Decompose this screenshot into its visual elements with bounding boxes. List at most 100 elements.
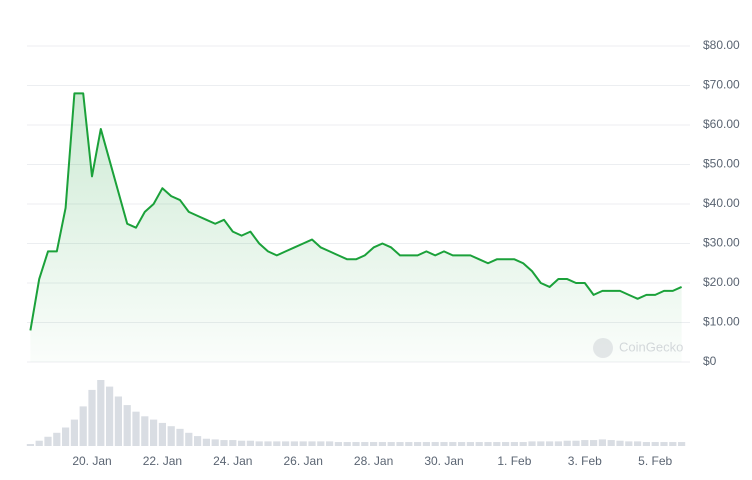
volume-bar	[616, 440, 624, 446]
volume-bar	[563, 440, 571, 446]
y-tick-label: $60.00	[703, 117, 740, 131]
volume-bar	[246, 440, 254, 446]
volume-bar	[343, 442, 351, 446]
area	[30, 93, 682, 363]
x-tick-label: 3. Feb	[568, 454, 602, 468]
volume-bar	[308, 441, 316, 446]
volume-bar	[62, 427, 70, 446]
volume-bar	[35, 440, 43, 446]
volume-bar	[378, 442, 386, 446]
volume-bar	[387, 442, 395, 446]
volume-bar	[537, 441, 545, 446]
y-tick-label: $50.00	[703, 157, 740, 171]
volume-bar	[123, 405, 131, 446]
volume-bar	[669, 442, 677, 446]
volume-bar	[317, 441, 325, 446]
volume-bar	[70, 419, 78, 446]
volume-bar	[572, 440, 580, 446]
y-tick-label: $20.00	[703, 275, 740, 289]
volume-bar	[546, 441, 554, 446]
volume-bar	[581, 440, 589, 446]
x-tick-label: 1. Feb	[497, 454, 531, 468]
x-tick-label: 20. Jan	[72, 454, 111, 468]
y-tick-label: $30.00	[703, 236, 740, 250]
y-tick-label: $70.00	[703, 78, 740, 92]
x-tick-label: 22. Jan	[143, 454, 182, 468]
x-tick-label: 28. Jan	[354, 454, 393, 468]
volume-bar	[88, 389, 96, 446]
volume-bar	[141, 416, 149, 446]
volume-bar	[528, 441, 536, 446]
volume-bar	[458, 442, 466, 446]
volume-bar	[132, 411, 140, 446]
volume-bar	[554, 441, 562, 446]
volume-bar	[352, 442, 360, 446]
volume-bar	[273, 441, 281, 446]
y-tick-label: $80.00	[703, 38, 740, 52]
volume-bar	[493, 442, 501, 446]
volume-bar	[422, 442, 430, 446]
volume-bar	[211, 439, 219, 446]
volume-bar	[185, 432, 193, 446]
volume-bar	[678, 442, 686, 446]
volume-bar	[229, 440, 237, 446]
volume-bar	[290, 441, 298, 446]
volume-bar	[26, 444, 34, 446]
volume-bar	[625, 441, 633, 446]
watermark: CoinGecko	[593, 338, 683, 358]
volume-bar	[361, 442, 369, 446]
volume-bar	[114, 396, 122, 446]
volume-bar	[150, 419, 158, 446]
volume-bar	[466, 442, 474, 446]
volume-bar	[299, 441, 307, 446]
volume-bar	[405, 442, 413, 446]
volume-bar	[334, 442, 342, 446]
volume-bar	[607, 440, 615, 446]
x-tick-label: 26. Jan	[284, 454, 323, 468]
watermark-text: CoinGecko	[619, 339, 683, 354]
watermark-logo	[593, 338, 613, 358]
volume-bar	[79, 406, 87, 446]
volume-bar	[484, 442, 492, 446]
x-tick-label: 5. Feb	[638, 454, 672, 468]
volume-bar	[519, 442, 527, 446]
volume-bar	[97, 380, 105, 446]
volume-bar	[202, 438, 210, 446]
volume-bar	[502, 442, 510, 446]
volume-bar	[590, 440, 598, 446]
volume-bar	[167, 426, 175, 446]
volume-bar	[255, 441, 263, 446]
x-tick-label: 30. Jan	[424, 454, 463, 468]
volume-bar	[194, 436, 202, 446]
volume-bar	[264, 441, 272, 446]
volume-bar	[431, 442, 439, 446]
volume-bar	[53, 432, 61, 446]
y-tick-label: $0	[703, 354, 717, 368]
volume-bar	[158, 422, 166, 446]
volume-bar	[238, 440, 246, 446]
volume-bar	[651, 442, 659, 446]
price-line	[29, 92, 683, 331]
volume-bar	[220, 440, 228, 446]
volume-bar	[106, 386, 114, 446]
volume-bar	[475, 442, 483, 446]
volume-bar	[440, 442, 448, 446]
volume-bar	[414, 442, 422, 446]
volume-bar	[449, 442, 457, 446]
volume-bar	[598, 439, 606, 446]
y-tick-label: $10.00	[703, 315, 740, 329]
x-tick-label: 24. Jan	[213, 454, 252, 468]
volume-bar	[176, 428, 184, 446]
volume-bar	[396, 442, 404, 446]
volume-bar	[634, 441, 642, 446]
volume-bar	[326, 441, 334, 446]
volume-bar	[282, 441, 290, 446]
volume-bar	[44, 436, 52, 446]
volume-bar	[370, 442, 378, 446]
volume-bar	[510, 442, 518, 446]
volume-bar	[642, 442, 650, 446]
y-tick-label: $40.00	[703, 196, 740, 210]
volume-bar	[660, 442, 668, 446]
